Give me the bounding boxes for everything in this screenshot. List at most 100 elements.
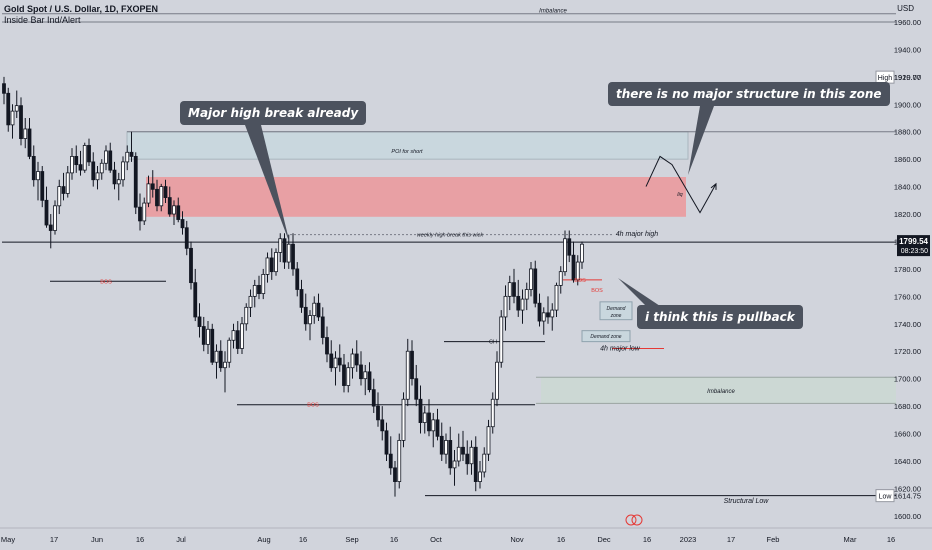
candle-body: [329, 353, 334, 369]
candle-body: [121, 161, 125, 181]
candle-body: [520, 298, 525, 311]
candle-body: [10, 110, 15, 126]
indicator-title[interactable]: Inside Bar Ind/Alert: [4, 15, 81, 25]
candle-body: [19, 105, 23, 139]
price-tick-label: 1680.00: [894, 402, 921, 411]
time-tick-label: 16: [887, 535, 895, 544]
time-tick-label: Sep: [345, 535, 358, 544]
symbol-title[interactable]: Gold Spot / U.S. Dollar, 1D, FXOPEN: [4, 4, 158, 14]
candle-body: [91, 161, 96, 181]
candle-body: [146, 183, 151, 204]
candle-body: [567, 238, 572, 256]
price-tick-label: 1840.00: [894, 183, 921, 192]
callout-pointer-pullback: [618, 278, 660, 306]
candle-body: [410, 350, 414, 380]
candle-body: [465, 453, 470, 465]
candle-body: [65, 172, 70, 194]
price-tick-label: 1720.00: [894, 347, 921, 356]
low-value: 1614.75: [894, 492, 921, 501]
time-tick-label: May: [1, 535, 15, 544]
low-tag-box: [875, 489, 895, 503]
candle-body: [393, 467, 397, 482]
low-tag: Low: [879, 494, 893, 501]
candle-body: [286, 243, 291, 263]
candle-body: [363, 371, 368, 380]
candle-body: [295, 268, 300, 290]
event-marker-icon-2: [631, 514, 643, 526]
candle-body: [499, 316, 504, 363]
callout-pointer-major-high: [245, 125, 290, 244]
event-marker-icon: [625, 514, 637, 526]
time-tick-label: Oct: [430, 535, 443, 544]
candle-body: [129, 151, 134, 157]
candle-body: [554, 284, 559, 311]
candle-body: [350, 353, 355, 369]
candle-body: [316, 302, 321, 318]
candle-body: [133, 156, 138, 208]
imbalance-right-label: Imbalance: [707, 389, 735, 395]
candle-body: [87, 145, 91, 163]
candle-body: [223, 361, 227, 369]
price-tick-label: 1640.00: [894, 457, 921, 466]
weekly-high-label: weekly high break this wick: [417, 233, 484, 239]
candle-body: [44, 199, 49, 226]
candle-body: [503, 295, 508, 318]
poi-label: POI for short: [391, 149, 423, 155]
candle-body: [138, 206, 142, 222]
price-tick-label: 1820.00: [894, 210, 921, 219]
candle-body: [469, 446, 474, 465]
lines-layer: [2, 13, 896, 497]
bos-2-label: BOS: [307, 403, 319, 409]
candle-body: [278, 238, 283, 253]
poi-short-zone: [126, 131, 689, 160]
candle-body: [125, 151, 130, 163]
candle-body: [537, 302, 542, 322]
candle-body: [70, 156, 74, 174]
candle-body: [244, 306, 249, 325]
candle-body: [456, 446, 461, 462]
candle-body: [320, 316, 325, 338]
candle-body: [61, 186, 66, 194]
price-tick-label: 1880.00: [894, 128, 921, 137]
candle-body: [507, 282, 512, 297]
candle-body: [571, 254, 576, 281]
candle-body: [337, 357, 342, 366]
candle-body: [563, 238, 567, 273]
currency-label: USD: [897, 4, 914, 13]
candle-body: [218, 350, 223, 369]
candle-body: [180, 219, 185, 229]
candle-body: [235, 330, 240, 349]
candle-body: [48, 224, 53, 231]
price-tick-label: 1620.00: [894, 484, 921, 493]
demand-zone-a: [599, 301, 633, 321]
candle-body: [303, 306, 308, 325]
candle-body: [99, 162, 104, 174]
candle-body: [104, 150, 108, 164]
candle-body: [516, 295, 521, 311]
candle-body: [201, 326, 206, 345]
candle-body: [367, 371, 372, 391]
candle-body: [541, 312, 546, 322]
time-tick-label: 16: [643, 535, 651, 544]
demand-a-label-1: Demand: [607, 306, 626, 312]
time-tick-label: Dec: [597, 535, 611, 544]
candle-body: [252, 284, 257, 297]
price-tick-label: 1960.00: [894, 18, 921, 27]
candle-body: [431, 419, 436, 432]
candle-body: [108, 150, 113, 171]
candle-body: [439, 435, 444, 455]
candle-body: [478, 471, 482, 482]
price-tick-label: 1900.00: [894, 100, 921, 109]
candle-body: [248, 295, 253, 308]
time-tick-label: Jul: [176, 535, 186, 544]
candle-body: [112, 169, 117, 185]
price-tick-label: 1780.00: [894, 265, 921, 274]
candle-body: [6, 92, 11, 126]
price-tick-label: 1660.00: [894, 430, 921, 439]
demand-a-label-2: zone: [610, 313, 622, 319]
candle-body: [422, 412, 427, 423]
candle-body: [418, 398, 423, 423]
time-tick-label: 16: [557, 535, 565, 544]
current-price-value: 1799.54: [899, 237, 928, 246]
candle-body: [473, 446, 478, 482]
